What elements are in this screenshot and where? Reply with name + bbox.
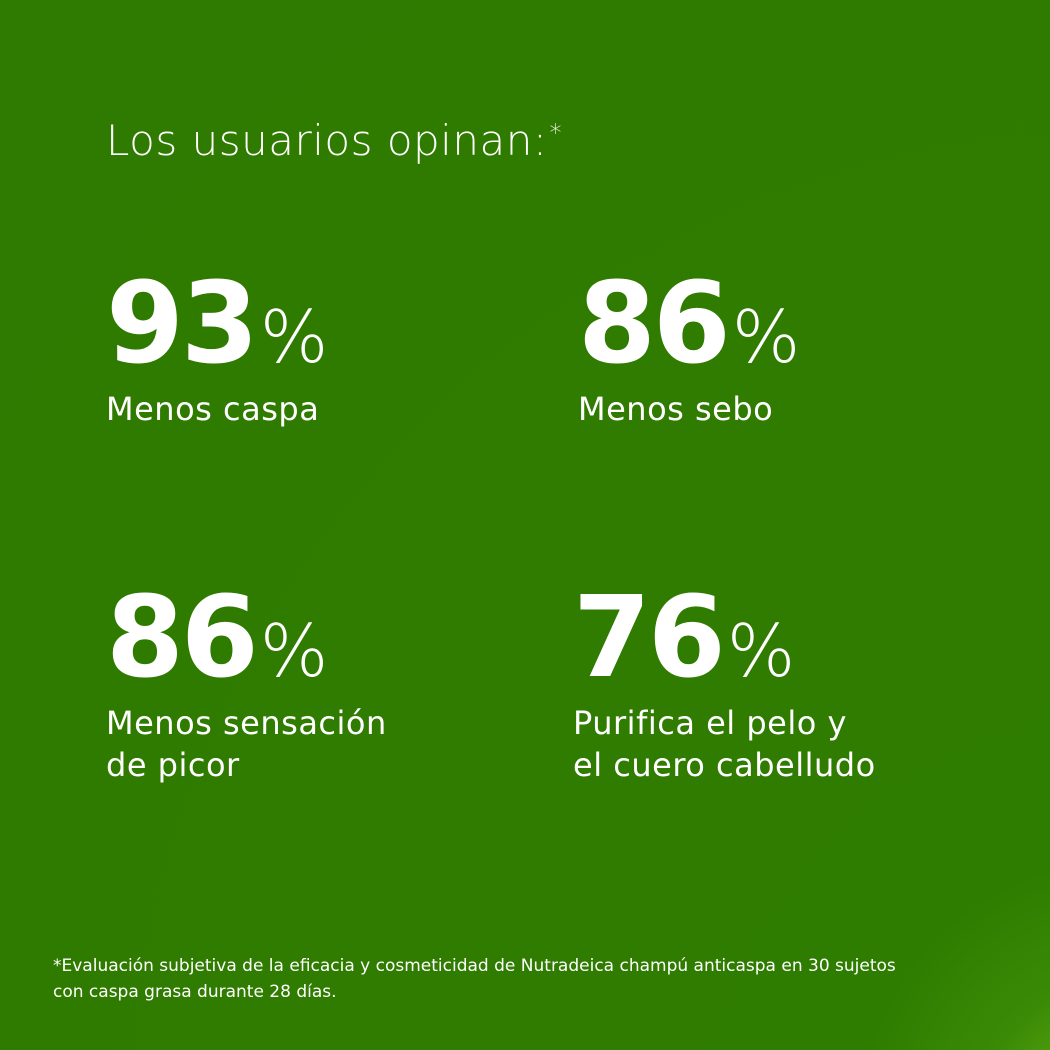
stat-number: 86 <box>106 573 259 703</box>
stat-unit: % <box>259 295 329 379</box>
stat-value: 93% <box>106 268 546 380</box>
stat-value: 76% <box>573 582 1013 694</box>
stat-value: 86% <box>578 268 1018 380</box>
stat-label: Purifica el pelo y el cuero cabelludo <box>573 702 1013 786</box>
title-mark: * <box>549 119 562 147</box>
stat: 86% Menos sensación de picor <box>106 582 546 786</box>
stat-unit: % <box>726 609 796 693</box>
stat-unit: % <box>731 295 801 379</box>
stat: 93% Menos caspa <box>106 268 546 430</box>
stat-value: 86% <box>106 582 546 694</box>
stat-label-line: Menos sensación <box>106 704 387 742</box>
stat-number: 76 <box>573 573 726 703</box>
stat-number: 93 <box>106 259 259 389</box>
stat-label-line: Menos caspa <box>106 390 320 428</box>
stat-label-line: Menos sebo <box>578 390 774 428</box>
footnote-line: *Evaluación subjetiva de la eficacia y c… <box>53 956 896 976</box>
footnote-line: con caspa grasa durante 28 días. <box>53 982 337 1002</box>
stat: 86% Menos sebo <box>578 268 1018 430</box>
stat-label: Menos sebo <box>578 388 1018 430</box>
footnote: *Evaluación subjetiva de la eficacia y c… <box>53 953 896 1005</box>
stat-label-line: el cuero cabelludo <box>573 746 876 784</box>
stat-number: 86 <box>578 259 731 389</box>
stat-label: Menos sensación de picor <box>106 702 546 786</box>
stat-label-line: Purifica el pelo y <box>573 704 847 742</box>
stat: 76% Purifica el pelo y el cuero cabelludo <box>573 582 1013 786</box>
title-text: Los usuarios opinan: <box>106 116 548 165</box>
stat-label-line: de picor <box>106 746 240 784</box>
title: Los usuarios opinan:* <box>106 116 562 165</box>
stat-unit: % <box>259 609 329 693</box>
stat-label: Menos caspa <box>106 388 546 430</box>
